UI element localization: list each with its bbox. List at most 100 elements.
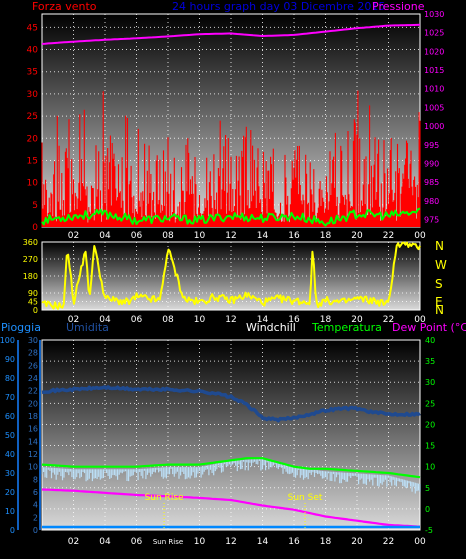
series-windchill <box>41 458 421 494</box>
dir-xtick-9: 20 <box>351 315 363 325</box>
climate-xtick-10: 22 <box>383 537 394 547</box>
dir-xtick-10: 22 <box>383 315 394 325</box>
climate-xtick-0: 02 <box>68 537 79 547</box>
humidity-ytick-10: 20 <box>28 399 38 408</box>
rain-ytick-0: 0 <box>10 526 15 535</box>
dir-ytick-0: 0 <box>33 306 38 315</box>
dir-ytick-4: 270 <box>23 255 38 264</box>
humidity-ytick-6: 12 <box>28 450 38 459</box>
windchill-header: Windchill <box>246 321 296 334</box>
wind-xtick-1: 04 <box>99 231 111 241</box>
temperature-header: Temperatura <box>311 321 382 334</box>
dir-xtick-2: 06 <box>131 315 143 325</box>
temp-ytick-3: 10 <box>425 463 435 472</box>
pressure-ytick-8: 1015 <box>424 66 444 75</box>
dir-xtick-7: 16 <box>288 315 300 325</box>
humidity-ytick-4: 8 <box>33 475 38 484</box>
rain-ytick-1: 10 <box>5 507 15 516</box>
temp-ytick-1: 0 <box>425 505 430 514</box>
wind-ytick-4: 20 <box>27 134 39 144</box>
pressure-ytick-1: 980 <box>424 197 439 206</box>
rain-ytick-5: 50 <box>5 431 15 440</box>
wind-xtick-0: 02 <box>68 231 79 241</box>
dir-xtick-3: 08 <box>162 315 174 325</box>
temp-ytick-6: 25 <box>425 399 435 408</box>
wind-ytick-3: 15 <box>27 156 38 166</box>
climate-xtick-9: 20 <box>351 537 363 547</box>
wind-xtick-2: 06 <box>131 231 143 241</box>
wind-ytick-8: 40 <box>27 46 39 56</box>
pressure-ytick-9: 1020 <box>424 47 444 56</box>
wind-ytick-6: 30 <box>27 90 39 100</box>
dir-xtick-11: 00 <box>414 315 426 325</box>
series-humidity <box>41 385 421 423</box>
humidity-header: Umidita <box>66 321 109 334</box>
dir-ytick-2: 90 <box>28 289 38 298</box>
sunrise-label: Sun Rise <box>145 493 184 503</box>
rain-ytick-6: 60 <box>5 412 15 421</box>
chart-date-title: 24 hours graph day 03 Dicembre 2015 <box>172 0 385 13</box>
humidity-ytick-11: 22 <box>28 387 38 396</box>
pressure-ytick-7: 1010 <box>424 85 444 94</box>
series-layer <box>41 23 421 530</box>
rain-ytick-3: 30 <box>5 469 15 478</box>
dir-xtick-8: 18 <box>320 315 332 325</box>
wind-xtick-7: 16 <box>288 231 300 241</box>
dir-ytick-1: 45 <box>28 298 38 307</box>
humidity-ytick-8: 16 <box>28 425 38 434</box>
wind-xtick-4: 10 <box>194 231 206 241</box>
temp-ytick-9: 40 <box>425 336 435 345</box>
wind-xtick-5: 12 <box>225 231 236 241</box>
pressure-ytick-2: 985 <box>424 178 439 187</box>
wind-xtick-9: 20 <box>351 231 363 241</box>
dewpoint-header: Dew Point (°C) <box>392 321 466 334</box>
dir-xtick-6: 14 <box>257 315 269 325</box>
temp-ytick-7: 30 <box>425 378 435 387</box>
dir-ytick-5: 360 <box>23 238 38 247</box>
wind-ytick-5: 25 <box>27 112 38 122</box>
wind-xtick-6: 14 <box>257 231 269 241</box>
sunset-label: Sun Set <box>288 493 323 503</box>
rain-ytick-9: 90 <box>5 355 15 364</box>
humidity-ytick-2: 4 <box>33 501 38 510</box>
dir-label-w: W <box>435 258 447 272</box>
pressure-ytick-5: 1000 <box>424 122 444 131</box>
wind-xtick-8: 18 <box>320 231 332 241</box>
dir-label-e: E <box>435 295 443 309</box>
rain-ytick-4: 40 <box>5 450 15 459</box>
rain-ytick-8: 80 <box>5 374 15 383</box>
pressure-ytick-4: 995 <box>424 141 439 150</box>
rain-ytick-2: 20 <box>5 488 15 497</box>
dir-xtick-0: 02 <box>68 315 79 325</box>
pressure-ytick-10: 1025 <box>424 29 444 38</box>
temp-ytick-5: 20 <box>425 420 435 429</box>
wind-ytick-0: 0 <box>32 223 38 233</box>
wind-ytick-2: 10 <box>27 179 39 189</box>
climate-xtick-4: 10 <box>194 537 206 547</box>
climate-xtick-3: Sun Rise <box>153 538 183 546</box>
dir-xtick-5: 12 <box>225 315 236 325</box>
wind-xtick-3: 08 <box>162 231 174 241</box>
wind-title: Forza vento <box>32 0 97 13</box>
humidity-ytick-3: 6 <box>33 488 38 497</box>
humidity-ytick-5: 10 <box>28 463 38 472</box>
climate-xtick-6: 14 <box>257 537 269 547</box>
wind-xtick-10: 22 <box>383 231 394 241</box>
series-temperature <box>41 457 421 479</box>
climate-xtick-2: 06 <box>131 537 143 547</box>
series-dewpoint <box>41 488 421 528</box>
humidity-ytick-7: 14 <box>28 437 38 446</box>
series-wind-direction <box>41 241 421 310</box>
climate-xtick-1: 04 <box>99 537 111 547</box>
dir-xtick-4: 10 <box>194 315 206 325</box>
pressure-ytick-0: 975 <box>424 216 439 225</box>
dir-ytick-3: 180 <box>23 272 38 281</box>
pressure-ytick-6: 1005 <box>424 103 444 112</box>
rain-header: Pioggia <box>1 321 41 334</box>
humidity-ytick-9: 18 <box>28 412 38 421</box>
climate-xtick-5: 12 <box>225 537 236 547</box>
temp-ytick-8: 35 <box>425 357 435 366</box>
wind-ytick-7: 35 <box>27 68 38 78</box>
